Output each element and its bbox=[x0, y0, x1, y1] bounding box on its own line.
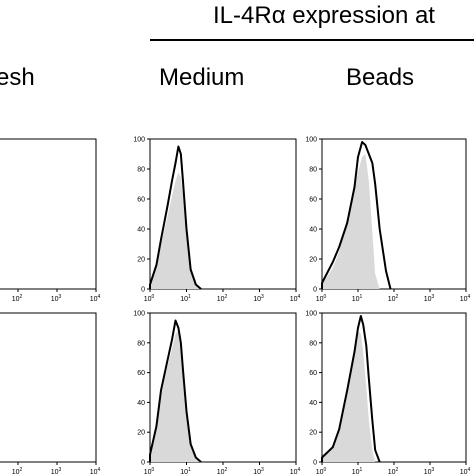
y-tick-label: 0 bbox=[313, 287, 317, 294]
y-tick-label: 20 bbox=[137, 257, 145, 264]
plot-frame-3 bbox=[0, 312, 97, 463]
x-tick-label: 100 bbox=[316, 467, 327, 474]
header-rule bbox=[150, 39, 474, 41]
y-tick-label: 100 bbox=[133, 137, 145, 144]
y-tick-label: 80 bbox=[309, 167, 317, 174]
y-tick-label: 100 bbox=[305, 137, 317, 144]
x-tick-label: 101 bbox=[180, 294, 191, 303]
y-tick-label: 0 bbox=[141, 287, 145, 294]
column-label-medium: Medium bbox=[159, 64, 245, 91]
y-tick-label: 80 bbox=[309, 340, 317, 347]
x-tick-label: 102 bbox=[388, 467, 399, 474]
y-tick-label: 60 bbox=[137, 197, 145, 204]
x-tick-label: 103 bbox=[51, 467, 62, 474]
histogram-outline-series-1 bbox=[149, 145, 202, 290]
header-title: IL-4Rα expression at bbox=[213, 2, 435, 29]
y-tick-label: 20 bbox=[137, 430, 145, 437]
y-tick-label: 40 bbox=[137, 400, 145, 407]
x-tick-label: 104 bbox=[90, 294, 101, 303]
x-tick-label: 102 bbox=[12, 294, 23, 303]
x-tick-label: 104 bbox=[460, 467, 471, 474]
y-tick-label: 20 bbox=[309, 257, 317, 264]
y-tick-label: 40 bbox=[309, 400, 317, 407]
y-tick-label: 100 bbox=[305, 311, 317, 318]
y-tick-label: 60 bbox=[309, 370, 317, 377]
x-tick-label: 100 bbox=[144, 467, 155, 474]
y-tick-label: 20 bbox=[309, 430, 317, 437]
x-tick-label: 101 bbox=[180, 467, 191, 474]
histogram-outline-series-5 bbox=[321, 314, 381, 463]
y-tick-label: 40 bbox=[137, 227, 145, 234]
y-tick-label: 0 bbox=[141, 460, 145, 467]
column-label-beads: Beads bbox=[346, 64, 415, 91]
x-tick-label: 103 bbox=[424, 467, 435, 474]
y-tick-label: 80 bbox=[137, 340, 145, 347]
histogram-fill-series-2 bbox=[322, 154, 380, 289]
x-tick-label: 102 bbox=[12, 467, 23, 474]
x-tick-label: 102 bbox=[388, 294, 399, 303]
y-tick-label: 60 bbox=[309, 197, 317, 204]
x-tick-label: 104 bbox=[290, 467, 301, 474]
y-tick-label: 80 bbox=[137, 167, 145, 174]
x-tick-label: 103 bbox=[424, 294, 435, 303]
x-tick-label: 103 bbox=[51, 294, 62, 303]
y-tick-label: 60 bbox=[137, 370, 145, 377]
x-tick-label: 100 bbox=[144, 294, 155, 303]
histogram-fill-series-5 bbox=[322, 330, 376, 462]
x-tick-label: 102 bbox=[217, 467, 228, 474]
x-tick-label: 102 bbox=[217, 294, 228, 303]
y-tick-label: 0 bbox=[313, 460, 317, 467]
x-tick-label: 104 bbox=[90, 467, 101, 474]
y-tick-label: 40 bbox=[309, 227, 317, 234]
y-tick-label: 100 bbox=[133, 311, 145, 318]
x-tick-label: 101 bbox=[352, 294, 363, 303]
column-label-fresh: esh bbox=[0, 64, 35, 91]
x-tick-label: 104 bbox=[290, 294, 301, 303]
x-tick-label: 101 bbox=[352, 467, 363, 474]
x-tick-label: 103 bbox=[253, 467, 264, 474]
histogram-outline-series-2 bbox=[321, 141, 392, 290]
histogram-fill-series-1 bbox=[150, 172, 202, 289]
x-tick-label: 103 bbox=[253, 294, 264, 303]
histogram-outline-series-4 bbox=[149, 319, 202, 463]
x-tick-label: 104 bbox=[460, 294, 471, 303]
plot-frame-0 bbox=[0, 138, 97, 290]
x-tick-label: 100 bbox=[316, 294, 327, 303]
